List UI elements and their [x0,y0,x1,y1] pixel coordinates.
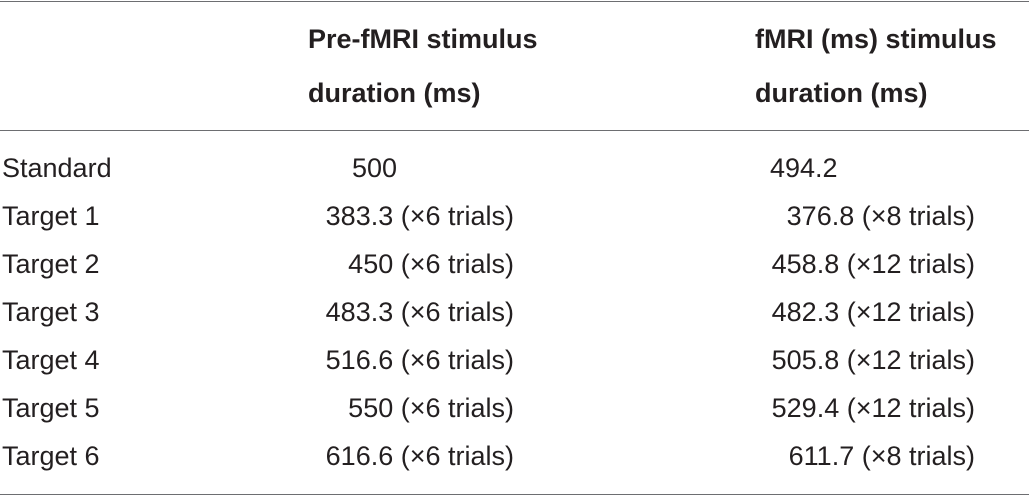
header-pre-fmri-line-2: duration (ms) [308,78,481,108]
fmri-value: 494.2 [770,153,838,183]
pre-fmri-value: 450 (×6 trials) [348,249,514,279]
fmri-value: 505.8 (×12 trials) [771,345,975,375]
header-rule [0,130,1029,131]
row-label: Target 4 [2,345,100,375]
fmri-value: 458.8 (×12 trials) [771,249,975,279]
row-label: Target 1 [2,201,100,231]
header-fmri-line-2: duration (ms) [755,78,928,108]
table-row: Target 2 450 (×6 trials) 458.8 (×12 tria… [0,240,1029,288]
pre-fmri-value: 616.6 (×6 trials) [325,441,514,471]
table-row: Target 1 383.3 (×6 trials) 376.8 (×8 tri… [0,192,1029,240]
header-pre-fmri-duration: Pre-fMRI stimulus duration (ms) [308,12,538,120]
pre-fmri-value: 550 (×6 trials) [348,393,514,423]
row-label: Standard [2,153,112,183]
table-row: Target 5 550 (×6 trials) 529.4 (×12 tria… [0,384,1029,432]
table-row: Standard 500 494.2 [0,144,1029,192]
pre-fmri-value: 516.6 (×6 trials) [325,345,514,375]
top-rule [0,1,1029,2]
bottom-rule [0,494,1029,495]
header-fmri-line-1: fMRI (ms) stimulus [755,24,997,54]
row-label: Target 2 [2,249,100,279]
pre-fmri-value: 383.3 (×6 trials) [325,201,514,231]
header-fmri-duration: fMRI (ms) stimulus duration (ms) [755,12,997,120]
header-pre-fmri-line-1: Pre-fMRI stimulus [308,24,538,54]
table-row: Target 3 483.3 (×6 trials) 482.3 (×12 tr… [0,288,1029,336]
row-label: Target 5 [2,393,100,423]
fmri-value: 376.8 (×8 trials) [786,201,975,231]
table-row: Target 4 516.6 (×6 trials) 505.8 (×12 tr… [0,336,1029,384]
fmri-value: 611.7 (×8 trials) [788,441,975,471]
row-label: Target 6 [2,441,100,471]
pre-fmri-value: 483.3 (×6 trials) [325,297,514,327]
fmri-value: 482.3 (×12 trials) [771,297,975,327]
pre-fmri-value: 500 [352,153,398,183]
table-row: Target 6 616.6 (×6 trials) 611.7 (×8 tri… [0,432,1029,480]
fmri-value: 529.4 (×12 trials) [771,393,975,423]
row-label: Target 3 [2,297,100,327]
